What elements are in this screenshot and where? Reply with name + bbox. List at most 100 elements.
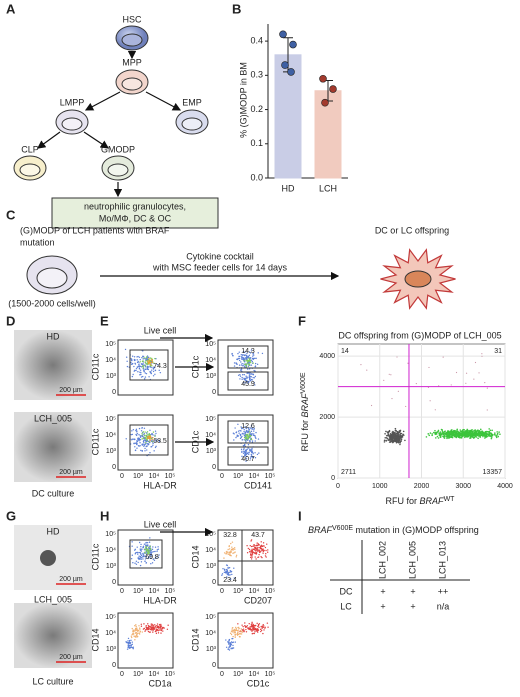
- event-dot: [138, 362, 140, 364]
- cell: +: [380, 586, 385, 596]
- event-dot: [251, 451, 254, 454]
- event-dot: [222, 568, 224, 570]
- event-dot: [246, 552, 249, 554]
- tick-label: 0: [212, 389, 216, 396]
- event-dot: [248, 623, 250, 625]
- event-dot: [248, 429, 251, 431]
- event-dot: [240, 436, 242, 439]
- event-dot: [245, 460, 247, 462]
- panel-label: G: [6, 508, 16, 523]
- event-dot: [146, 443, 149, 445]
- event-dot: [141, 432, 143, 435]
- event-dot: [493, 433, 496, 436]
- event-dot: [461, 435, 463, 438]
- nucleus: [19, 163, 41, 177]
- event-dot: [459, 429, 462, 431]
- event-dot: [467, 434, 470, 436]
- event-dot: [141, 548, 143, 550]
- event-dot: [146, 437, 149, 439]
- event-dot: [249, 361, 252, 364]
- event-dot: [150, 563, 152, 565]
- x-tick-label: LCH: [319, 183, 337, 193]
- event-dot: [149, 366, 152, 368]
- event-dot: [234, 629, 237, 632]
- event-dot: [156, 363, 159, 366]
- cell: +: [410, 601, 415, 611]
- event-dot: [247, 362, 250, 365]
- event-dot: [250, 425, 253, 427]
- event-dot: [148, 438, 151, 440]
- tick-label: 0: [120, 588, 124, 595]
- event-dot: [238, 359, 241, 362]
- event-dot: [147, 557, 150, 559]
- data-point: [281, 61, 289, 69]
- event-dot: [247, 372, 249, 374]
- event-dot: [388, 441, 391, 443]
- event-dot: [137, 355, 139, 358]
- event-dot: [479, 428, 482, 431]
- event-dot: [144, 630, 146, 632]
- tick-label: 10⁴: [149, 671, 160, 678]
- event-dot: [142, 375, 144, 378]
- event-dot: [242, 354, 244, 356]
- event-dot: [145, 541, 147, 544]
- panel-b: 0.0 0.1 0.2 0.3 0.4 HD LCH: [250, 24, 348, 193]
- event-dot: [227, 643, 230, 645]
- event-dot: [484, 381, 486, 384]
- event-dot: [245, 458, 248, 460]
- panel-f: 0 1000 2000 3000 4000 0 2000 4000 14 31 2711 13357: [319, 343, 513, 490]
- cell: +: [410, 586, 415, 596]
- event-dot: [385, 437, 388, 439]
- event-dot: [221, 573, 224, 575]
- event-dot: [260, 545, 262, 547]
- tick-label: 0: [120, 671, 124, 678]
- event-dot: [251, 554, 253, 556]
- event-dot: [155, 632, 158, 635]
- event-dot: [233, 433, 235, 435]
- event-dot: [261, 627, 263, 629]
- event-dot: [247, 356, 249, 359]
- event-dot: [126, 360, 128, 363]
- event-dot: [150, 372, 152, 375]
- event-dot: [136, 551, 139, 554]
- scale-label: 200 µm: [59, 654, 83, 661]
- event-dot: [247, 430, 250, 432]
- event-dot: [141, 450, 143, 452]
- tick-label: 10⁴: [205, 432, 216, 439]
- event-dot: [450, 432, 452, 434]
- event-dot: [133, 356, 136, 358]
- event-dot: [457, 432, 459, 435]
- event-dot: [250, 372, 252, 375]
- axis-label: CD11c: [90, 543, 100, 570]
- event-dot: [231, 573, 233, 576]
- caption: LC culture: [32, 676, 73, 686]
- event-dot: [152, 434, 154, 436]
- event-dot: [253, 430, 255, 432]
- event-dot: [232, 644, 234, 647]
- tick-label: 10⁴: [105, 547, 116, 554]
- event-dot: [146, 356, 148, 358]
- event-dot: [152, 431, 155, 433]
- event-dot: [225, 571, 227, 573]
- event-dot: [232, 354, 234, 357]
- event-dot: [138, 551, 140, 554]
- event-dot: [131, 375, 134, 378]
- event-dot: [147, 550, 149, 552]
- event-dot: [225, 553, 227, 555]
- event-dot: [238, 351, 240, 353]
- event-dot: [127, 640, 129, 642]
- event-dot: [253, 427, 255, 430]
- event-dot: [442, 432, 444, 434]
- plot-frame: [217, 529, 274, 586]
- event-dot: [136, 430, 138, 432]
- event-dot: [139, 361, 141, 363]
- tick-label: 0: [112, 662, 116, 669]
- event-dot: [146, 368, 149, 370]
- output-box: [51, 197, 219, 229]
- event-dot: [246, 448, 248, 451]
- event-dot: [253, 428, 255, 431]
- event-dot: [498, 431, 500, 433]
- event-dot: [478, 372, 480, 374]
- event-dot: [242, 427, 244, 429]
